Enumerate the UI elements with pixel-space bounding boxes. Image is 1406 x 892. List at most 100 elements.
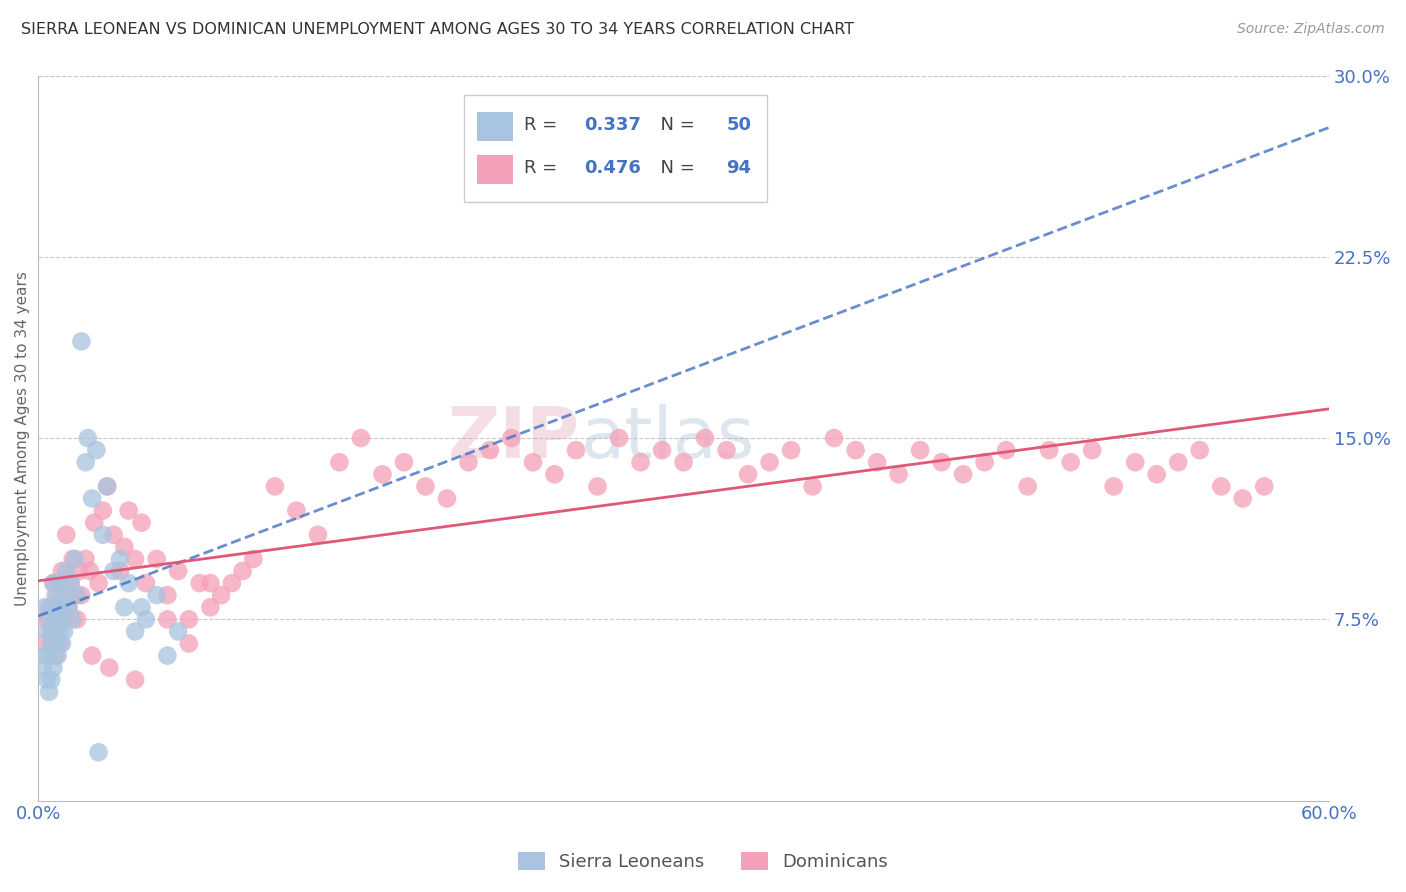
Point (67, 564, 90, 578)
Point (87, 576, 110, 591)
Point (75, 455, 97, 469)
Point (108, 564, 131, 578)
Point (103, 527, 125, 541)
Point (307, 527, 329, 541)
Point (264, 479, 287, 493)
Point (46, 648, 69, 663)
Point (952, 467, 974, 482)
FancyBboxPatch shape (464, 95, 768, 202)
Point (232, 564, 254, 578)
Point (758, 455, 780, 469)
Point (1038, 443, 1060, 458)
Point (38, 600, 60, 615)
Point (887, 467, 910, 482)
Y-axis label: Unemployment Among Ages 30 to 34 years: Unemployment Among Ages 30 to 34 years (15, 270, 30, 606)
Point (62, 552, 84, 566)
Point (522, 455, 544, 469)
Point (908, 443, 931, 458)
Point (156, 648, 179, 663)
Point (38, 685, 60, 699)
Point (457, 455, 479, 469)
Text: atlas: atlas (581, 403, 755, 473)
Legend: Sierra Leoneans, Dominicans: Sierra Leoneans, Dominicans (510, 845, 896, 879)
Point (112, 540, 135, 554)
Point (108, 552, 131, 566)
Point (112, 600, 135, 615)
Point (242, 552, 264, 566)
Point (1017, 479, 1039, 493)
Point (124, 673, 146, 687)
Point (59, 576, 82, 591)
Point (693, 431, 716, 445)
Point (55, 564, 77, 578)
Point (1211, 479, 1233, 493)
Point (46, 588, 69, 602)
Point (55, 527, 77, 541)
Text: N =: N = (648, 160, 700, 178)
Point (39, 600, 62, 615)
Point (1253, 479, 1275, 493)
Point (70, 334, 93, 349)
Point (209, 588, 232, 602)
Point (53, 588, 76, 602)
Point (66, 588, 89, 602)
Point (39, 636, 62, 650)
Point (135, 576, 157, 591)
Point (167, 624, 190, 639)
Point (167, 564, 190, 578)
Point (543, 467, 565, 482)
Point (1102, 479, 1125, 493)
Text: SIERRA LEONEAN VS DOMINICAN UNEMPLOYMENT AMONG AGES 30 TO 34 YEARS CORRELATION C: SIERRA LEONEAN VS DOMINICAN UNEMPLOYMENT… (21, 22, 855, 37)
Point (1123, 455, 1146, 469)
Point (200, 600, 222, 615)
Point (118, 503, 141, 517)
Point (1167, 455, 1189, 469)
Point (46, 600, 69, 615)
Point (59, 576, 82, 591)
Point (91, 503, 114, 517)
Point (53, 612, 76, 626)
Point (34, 636, 56, 650)
Point (103, 564, 125, 578)
Point (75, 552, 97, 566)
Text: 0.476: 0.476 (583, 160, 641, 178)
Text: 94: 94 (725, 160, 751, 178)
Point (45, 612, 67, 626)
Point (70, 588, 93, 602)
Point (124, 624, 146, 639)
Point (177, 636, 200, 650)
Text: Source: ZipAtlas.com: Source: ZipAtlas.com (1237, 22, 1385, 37)
Point (79, 564, 101, 578)
Point (39, 624, 62, 639)
Point (801, 479, 824, 493)
Point (42, 576, 65, 591)
Point (285, 503, 308, 517)
Point (76, 431, 98, 445)
Point (83, 516, 105, 530)
Point (58, 600, 80, 615)
Point (49, 624, 72, 639)
Point (63, 588, 86, 602)
Point (118, 576, 141, 591)
Point (565, 443, 588, 458)
Point (737, 467, 759, 482)
Point (845, 443, 868, 458)
Point (87, 745, 110, 759)
Point (135, 612, 157, 626)
Point (34, 600, 56, 615)
Point (35, 673, 58, 687)
FancyBboxPatch shape (477, 112, 513, 141)
Point (607, 431, 630, 445)
Point (51, 636, 73, 650)
Point (156, 588, 179, 602)
Text: R =: R = (523, 116, 562, 134)
Point (51, 600, 73, 615)
Point (156, 612, 179, 626)
Point (82, 648, 104, 663)
Point (200, 576, 222, 591)
Point (38, 648, 60, 663)
Point (1081, 443, 1104, 458)
Point (66, 612, 89, 626)
Point (38, 612, 60, 626)
Text: ZIP: ZIP (449, 403, 581, 473)
